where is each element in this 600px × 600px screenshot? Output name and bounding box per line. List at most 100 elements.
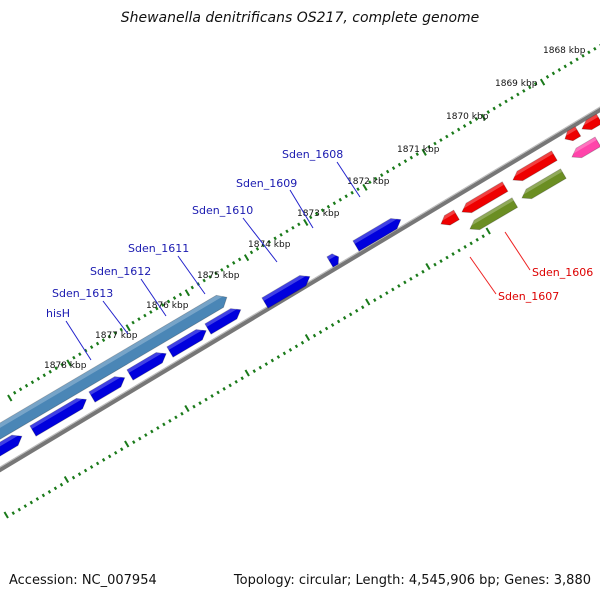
minor-tick — [380, 173, 384, 178]
minor-tick — [385, 169, 390, 174]
minor-tick — [208, 275, 212, 279]
minor-tick — [318, 330, 323, 334]
minor-tick — [119, 327, 123, 332]
reverse-gene-1-shine — [438, 210, 456, 223]
forward-gene-3-body — [88, 376, 126, 403]
reverse-gene-olive-2-body — [521, 168, 567, 200]
gene-label-leader — [469, 256, 497, 295]
reverse-gene-1 — [438, 209, 460, 226]
minor-tick — [261, 243, 266, 248]
gene-label-sden_1612: Sden_1612 — [90, 265, 151, 278]
minor-tick — [232, 261, 236, 265]
minor-tick — [53, 486, 58, 491]
minor-tick — [291, 225, 295, 230]
minor-tick — [361, 305, 365, 310]
minor-tick — [342, 316, 347, 320]
backbone-line — [0, 107, 600, 473]
minor-tick — [415, 273, 419, 278]
minor-tick — [150, 429, 154, 434]
minor-tick — [557, 68, 562, 72]
minor-tick — [78, 352, 82, 357]
forward-gene-4-body — [126, 352, 167, 381]
minor-tick — [356, 187, 360, 192]
minor-tick — [144, 433, 148, 437]
minor-tick — [332, 201, 337, 206]
minor-tick — [198, 401, 202, 405]
reverse-gene-2-body — [461, 181, 509, 214]
rna-gene-body — [571, 136, 600, 159]
minor-tick — [107, 334, 112, 339]
minor-tick — [373, 298, 377, 303]
forward-gene-5-shine — [166, 325, 205, 350]
minor-tick — [138, 436, 142, 441]
minor-tick — [288, 348, 293, 352]
major-tick — [362, 183, 368, 191]
major-tick — [125, 324, 131, 332]
topology-text: Topology: circular; Length: 4,545,906 bp… — [233, 573, 591, 588]
reverse-gene-5 — [579, 113, 600, 131]
gene-label-sden_1609: Sden_1609 — [236, 177, 297, 190]
forward-gene-5-body — [166, 329, 207, 358]
forward-gene-1-shine — [0, 431, 21, 453]
major-tick — [184, 404, 190, 413]
minor-tick — [264, 362, 269, 366]
kbp-label: 1875 kbp — [197, 271, 240, 281]
kbp-label: 1876 kbp — [146, 301, 189, 311]
gene-label-leader — [289, 189, 314, 229]
minor-tick — [312, 333, 317, 338]
operon-bar-body — [0, 294, 228, 444]
minor-tick — [180, 411, 184, 416]
minor-tick — [220, 268, 224, 272]
minor-tick — [504, 99, 508, 104]
minor-tick — [285, 229, 289, 234]
minor-tick — [481, 234, 485, 239]
minor-tick — [113, 450, 118, 455]
minor-tick — [397, 284, 401, 288]
kbp-label: 1871 kbp — [397, 145, 440, 155]
forward-gene-6-shine — [204, 304, 240, 327]
kbp-label: 1869 kbp — [495, 79, 538, 89]
major-tick — [485, 227, 491, 235]
minor-tick — [294, 344, 299, 349]
minor-tick — [273, 236, 277, 241]
forward-gene-9-body — [352, 218, 402, 252]
minor-tick — [228, 383, 232, 388]
minor-tick — [120, 447, 124, 452]
minor-tick — [249, 250, 254, 255]
minor-tick — [475, 237, 479, 242]
gene-label-sden_1613: Sden_1613 — [52, 287, 113, 300]
major-tick — [243, 254, 250, 262]
major-tick — [124, 440, 130, 448]
reverse-gene-3-shine — [510, 150, 554, 179]
gene-label-leader — [336, 161, 361, 198]
minor-tick — [324, 326, 329, 331]
gene-label-sden_1606: Sden_1606 — [532, 266, 593, 279]
reverse-gene-1-body — [440, 209, 460, 226]
rna-gene-shine — [569, 137, 597, 156]
minor-tick — [210, 394, 214, 398]
minor-tick — [101, 338, 106, 342]
forward-gene-9 — [352, 214, 402, 252]
forward-gene-4 — [126, 348, 167, 381]
reverse-gene-olive-1-body — [469, 197, 519, 231]
major-tick — [3, 511, 9, 519]
minor-tick — [427, 145, 431, 149]
major-tick — [421, 148, 427, 156]
reverse-gene-4-shine — [562, 126, 577, 138]
minor-tick — [47, 490, 52, 494]
minor-tick — [255, 247, 260, 251]
minor-tick — [575, 57, 579, 62]
reverse-gene-olive-2 — [519, 168, 567, 200]
minor-tick — [433, 262, 437, 267]
label-layer: 1868 kbp 1869 kbp 1870 kbp 1871 kbp 1872 kbp… — [44, 46, 593, 371]
minor-tick — [456, 127, 461, 132]
forward-gene-7-shine — [261, 271, 309, 301]
minor-tick — [234, 379, 238, 384]
minor-tick — [421, 269, 425, 274]
minor-tick — [486, 110, 490, 114]
minor-tick — [178, 292, 183, 297]
minor-tick — [216, 390, 220, 395]
map-title: Shewanella denitrificans OS217, complete… — [120, 10, 480, 26]
minor-tick — [60, 362, 64, 367]
minor-tick — [168, 419, 172, 423]
